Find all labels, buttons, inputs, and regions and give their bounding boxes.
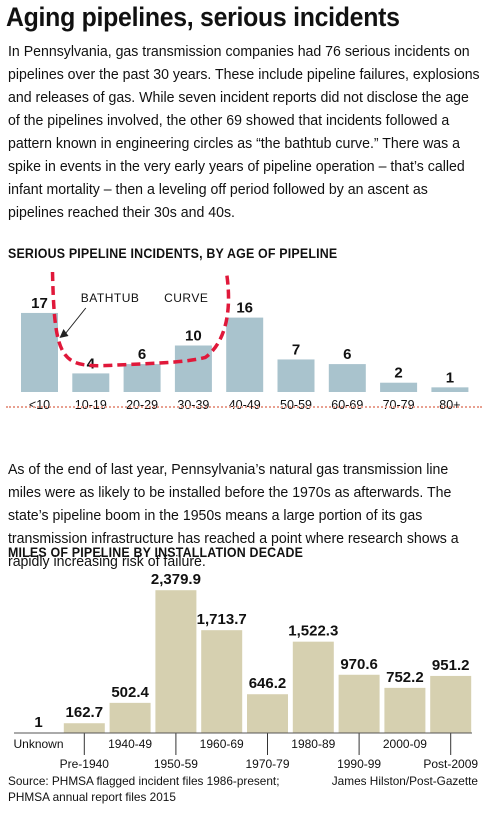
mileage-tick-label: Unknown (13, 737, 63, 751)
incident-value-label: 16 (236, 300, 253, 317)
mileage-value-label: 162.7 (66, 704, 104, 721)
intro-paragraph: In Pennsylvania, gas transmission compan… (8, 43, 480, 221)
mileage-bar (292, 641, 334, 733)
source-note: Source: PHMSA flagged incident files 198… (8, 774, 280, 804)
incident-tick-label: 70-79 (383, 398, 415, 411)
mileage-bar (430, 675, 472, 733)
incident-value-label: 6 (343, 346, 351, 363)
mileage-tick-label: Post-2009 (423, 757, 478, 771)
mileage-bar (247, 694, 288, 733)
bathtub-annotation-label: BATHTUB (81, 291, 140, 305)
incidents-chart: 17<10410-19620-291030-391640-49750-59660… (21, 271, 469, 411)
mileage-tick-label: 1970-79 (245, 757, 289, 771)
incident-tick-label: 30-39 (177, 398, 209, 411)
incident-tick-label: 40-49 (229, 398, 261, 411)
section-divider (6, 406, 482, 408)
mileage-tick-label: Pre-1940 (60, 757, 110, 771)
incident-tick-label: 10-19 (75, 398, 107, 411)
incident-value-label: 6 (138, 346, 146, 363)
mileage-tick-label: 2000-09 (383, 737, 427, 751)
bathtub-curve (50, 271, 231, 368)
incident-bar (328, 364, 366, 392)
incident-value-label: 17 (31, 295, 48, 312)
mileage-tick-label: 1980-89 (291, 737, 335, 751)
mileage-value-label: 502.4 (111, 684, 149, 701)
mileage-tick-label: 1940-49 (108, 737, 152, 751)
mileage-tick-label: 1960-69 (200, 737, 244, 751)
credit-line: James Hilston/Post-Gazette (331, 774, 478, 788)
mileage-chart-title: MILES OF PIPELINE BY INSTALLATION DECADE (8, 545, 304, 560)
incident-value-label: 2 (394, 365, 402, 382)
mileage-bar (338, 674, 380, 733)
incident-bar (226, 317, 264, 392)
page-title: Aging pipelines, serious incidents (6, 2, 400, 32)
second-paragraph: As of the end of last year, Pennsylvania… (8, 461, 459, 570)
annotation-leader-line (63, 307, 87, 337)
mileage-value-label: 646.2 (249, 675, 287, 692)
incident-bar (72, 373, 110, 392)
mileage-bar (63, 723, 105, 733)
incident-tick-label: 20-29 (126, 398, 158, 411)
incident-tick-label: 60-69 (331, 398, 363, 411)
incident-bar (380, 382, 418, 392)
mileage-bar (201, 630, 243, 733)
mileage-value-label: 951.2 (432, 657, 470, 674)
mileage-value-label: 970.6 (340, 656, 378, 673)
curve-annotation-label: CURVE (164, 291, 208, 305)
incident-bar (21, 312, 58, 392)
mileage-value-label: 1 (34, 714, 42, 731)
mileage-value-label: 1,713.7 (197, 611, 247, 628)
mileage-value-label: 752.2 (386, 669, 424, 686)
incident-tick-label: 80+ (439, 398, 460, 411)
mileage-value-label: 1,522.3 (288, 623, 338, 640)
incident-value-label: 10 (185, 328, 202, 345)
mileage-bar (155, 590, 197, 733)
mileage-value-label: 2,379.9 (151, 571, 201, 588)
mileage-tick-label: 1950-59 (154, 757, 198, 771)
annotation-arrowhead (59, 329, 69, 338)
mileage-bar (384, 687, 426, 733)
incident-value-label: 7 (292, 341, 300, 358)
incident-bar (431, 387, 469, 392)
mileage-chart: 1 Unknown 162.7 Pre-1940 502.4 1940-49 2,379.9… (13, 571, 478, 771)
mileage-tick-label: 1990-99 (337, 757, 381, 771)
incidents-chart-title: SERIOUS PIPELINE INCIDENTS, BY AGE OF PI… (8, 246, 338, 261)
incident-value-label: 1 (446, 369, 454, 386)
mileage-bar (109, 702, 151, 733)
incident-tick-label: <10 (29, 398, 50, 411)
incident-bar (123, 364, 161, 392)
incident-tick-label: 50-59 (280, 398, 312, 411)
incident-bar (174, 345, 212, 392)
incident-bar (277, 359, 315, 392)
